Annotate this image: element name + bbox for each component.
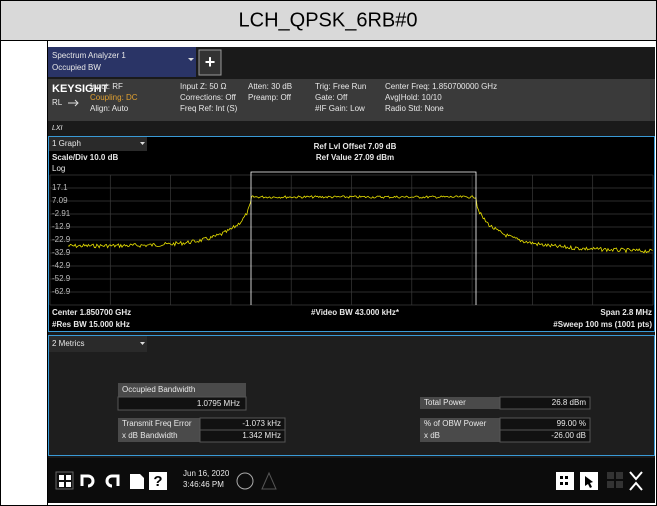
title-bar <box>0 0 657 41</box>
file-icon[interactable] <box>130 474 144 489</box>
video-bw: #Video BW 43.000 kHz* <box>311 308 400 317</box>
metric-value: -1.073 kHz <box>242 419 281 428</box>
date: Jun 16, 2020 <box>183 469 230 478</box>
ref-offset: Ref Lvl Offset 7.09 dB <box>314 142 397 151</box>
start-icon <box>59 475 71 487</box>
redo-icon[interactable] <box>105 474 120 488</box>
help-button[interactable] <box>149 472 167 490</box>
tab-name: Spectrum Analyzer 1 <box>52 51 126 60</box>
y-label: -62.9 <box>52 287 71 296</box>
obw-marker <box>250 171 477 305</box>
dropdown-arrow <box>140 342 145 345</box>
tab-arrow <box>188 58 194 61</box>
add-tab[interactable] <box>198 49 222 76</box>
graph-dropdown[interactable] <box>49 137 147 151</box>
warning-icon <box>261 471 277 490</box>
chat-icon[interactable] <box>236 472 254 490</box>
y-label: 7.09 <box>52 196 68 205</box>
status-item: Corrections: Off <box>180 93 237 102</box>
status-item: Atten: 30 dB <box>248 82 292 91</box>
span: Span 2.8 MHz <box>600 308 652 317</box>
metric-label: Transmit Freq Error <box>122 419 192 428</box>
plot: 17.1 7.09 -2.91 -12.9 -22.9 -32.9 -42.9 -52.9 -6… <box>49 171 654 306</box>
metric-value: 26.8 dBm <box>552 398 587 407</box>
obw-label-box <box>118 383 246 397</box>
metric-label-box <box>420 397 500 409</box>
y-label: -32.9 <box>52 248 71 257</box>
metric-value: 1.342 MHz <box>242 431 281 440</box>
help-label: ? <box>153 473 162 490</box>
y-label: -42.9 <box>52 261 71 270</box>
status-item: Align: Auto <box>90 104 129 113</box>
metric-label-box <box>118 418 200 430</box>
undo-icon[interactable] <box>80 474 95 488</box>
status-item: Freq Ref: Int (S) <box>180 104 238 113</box>
metrics-panel-label: 2 Metrics <box>52 339 84 348</box>
status-item: Trig: Free Run <box>315 82 366 91</box>
obw-value-box <box>117 396 247 411</box>
metric-label: Total Power <box>424 398 466 407</box>
y-label: 17.1 <box>52 183 68 192</box>
status-bar <box>48 79 655 121</box>
tab[interactable] <box>48 47 196 77</box>
obw-label: Occupied Bandwidth <box>122 385 195 394</box>
log: Log <box>52 164 65 173</box>
metric-label: x dB <box>424 431 440 440</box>
trace <box>67 195 653 254</box>
arrow-icon <box>68 99 79 107</box>
metric-label: % of OBW Power <box>424 419 487 428</box>
rl: RL <box>52 98 63 107</box>
dropdown-arrow <box>140 142 145 145</box>
y-label: -52.9 <box>52 274 71 283</box>
status-item: #IF Gain: Low <box>315 104 365 113</box>
y-label: -12.9 <box>52 222 71 231</box>
add-tab-label: + <box>205 52 216 72</box>
metric-label-box <box>420 430 500 442</box>
keypad-glyph <box>560 476 568 485</box>
sweep: #Sweep 100 ms (1001 pts) <box>553 320 652 329</box>
metric-value: 99.00 % <box>557 419 586 428</box>
metric-value: -26.00 dB <box>551 431 586 440</box>
fullscreen-icon[interactable] <box>629 471 643 491</box>
y-label: -22.9 <box>52 235 71 244</box>
tab-mode: Occupied BW <box>52 63 101 72</box>
metric-label-box <box>420 418 500 430</box>
status-item: Input: RF <box>90 82 123 91</box>
brand: KEYSIGHT <box>52 83 109 95</box>
metric-rows: Transmit Freq Error -1.073 kHz x dB Bandwi… <box>118 396 591 443</box>
center: Center 1.850700 GHz <box>52 308 131 317</box>
title: LCH_QPSK_6RB#0 <box>239 9 418 31</box>
status-columns: Input: RF Coupling: DC Align: Auto Input Z:… <box>90 82 497 113</box>
keypad-icon[interactable] <box>556 472 574 490</box>
touch-glyph <box>585 476 593 488</box>
status-item: Avg|Hold: 10/10 <box>385 93 442 102</box>
window-icon[interactable] <box>607 472 623 488</box>
status-item: Input Z: 50 Ω <box>180 82 226 91</box>
metric-value-box <box>499 396 591 410</box>
metric-value-box <box>499 429 591 443</box>
status-item: Center Freq: 1.850700000 GHz <box>385 82 497 91</box>
status-item: Gate: Off <box>315 93 348 102</box>
res-bw: #Res BW 15.000 kHz <box>52 320 130 329</box>
metric-label: x dB Bandwidth <box>122 431 178 440</box>
metric-label-box <box>118 430 200 442</box>
graph-panel-label: 1 Graph <box>52 139 81 148</box>
lxi-strip <box>48 122 655 134</box>
lxi: LXI <box>52 125 63 132</box>
status-item: Preamp: Off <box>248 93 292 102</box>
metric-value-box <box>199 429 286 443</box>
status-item: Coupling: DC <box>90 93 138 102</box>
obw-value: 1.0795 MHz <box>197 399 240 408</box>
scale: Scale/Div 10.0 dB <box>52 153 118 162</box>
ref-value: Ref Value 27.09 dBm <box>316 153 394 162</box>
status-item: Radio Std: None <box>385 104 444 113</box>
time: 3:46:46 PM <box>183 480 224 489</box>
y-label: -2.91 <box>52 209 71 218</box>
metrics-dropdown[interactable] <box>49 336 147 352</box>
